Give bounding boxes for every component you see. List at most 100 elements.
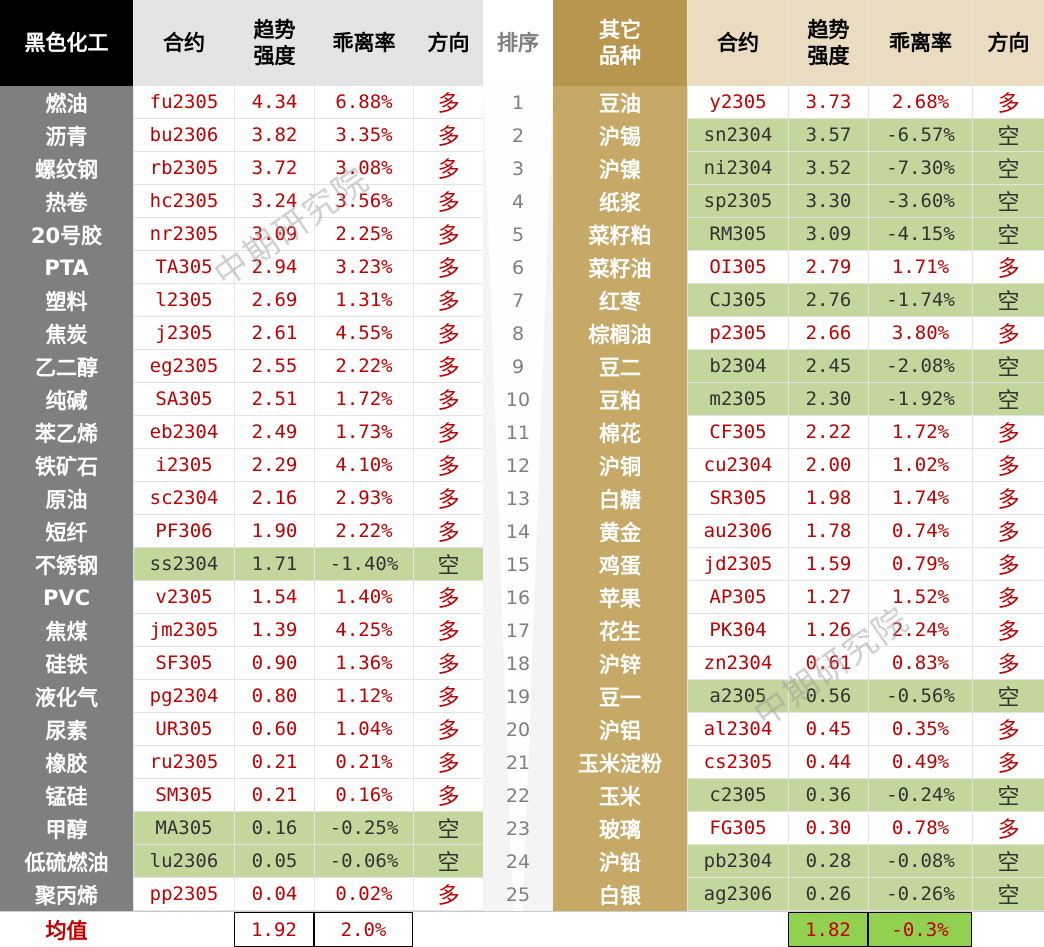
- rank-number: 24: [505, 850, 531, 873]
- right-row-dev: 0.78%: [869, 812, 972, 845]
- left-row-name: PVC: [42, 585, 91, 610]
- right-dev-column: 乖离率 2.68% -6.57% -7.30% -3.60% -4.15% 1.71% -1.…: [868, 0, 972, 946]
- left-dir-column: 方向多多多多多多多多多多多多多多空多多多多多多多空空多: [413, 0, 483, 946]
- rank-number: 18: [505, 652, 531, 675]
- left-row-trend: 0.80: [235, 680, 314, 713]
- right-row-dir: 多: [973, 812, 1044, 845]
- left-row-dir: 多: [414, 581, 483, 614]
- left-row-dev: 1.04%: [315, 713, 413, 746]
- average-label: 均值: [45, 918, 88, 943]
- right-row-contract: cu2304: [688, 449, 788, 482]
- right-row-dev: 0.83%: [869, 647, 972, 680]
- rank-number: 2: [511, 124, 525, 147]
- right-dir-header: 方向: [973, 0, 1044, 86]
- right-contract-header: 合约: [688, 0, 788, 86]
- right-row-dir: 多: [973, 482, 1044, 515]
- left-row-dev: 2.93%: [315, 482, 413, 515]
- left-row-name: 塑料: [45, 289, 88, 314]
- average-row: 均值 1.92 2.0% 1.82 -0.3%: [0, 911, 1044, 947]
- right-row-name: 苹果: [599, 586, 641, 611]
- right-row-name: 沪锌: [599, 652, 641, 677]
- left-row-trend: 0.90: [235, 647, 314, 680]
- left-row-dev: 3.35%: [315, 119, 413, 152]
- right-row-dev: 3.80%: [869, 317, 972, 350]
- left-row-dev: 1.40%: [315, 581, 413, 614]
- right-row-contract: zn2304: [688, 647, 788, 680]
- left-row-contract: sc2304: [134, 482, 234, 515]
- right-row-contract: cs2305: [688, 746, 788, 779]
- rank-number: 13: [505, 487, 531, 510]
- left-row-dev: 0.21%: [315, 746, 413, 779]
- right-row-contract: au2306: [688, 515, 788, 548]
- right-row-trend: 2.30: [789, 383, 868, 416]
- rank-number: 11: [505, 421, 531, 444]
- left-row-dir: 多: [414, 185, 483, 218]
- rank-number: 21: [505, 751, 531, 774]
- right-row-dir: 多: [973, 251, 1044, 284]
- right-row-trend: 0.56: [789, 680, 868, 713]
- left-row-contract: SA305: [134, 383, 234, 416]
- right-row-dir: 多: [973, 548, 1044, 581]
- rank-column: 排序 1 2 3 4 5 6 7 8 9 10 11 12 13 14 15 16 17 18 19 20 21 22 23 2…: [483, 0, 553, 946]
- right-row-dir: 空: [973, 680, 1044, 713]
- right-row-trend: 3.52: [789, 152, 868, 185]
- right-trend-header: 趋势 强度: [789, 0, 868, 86]
- right-row-name: 白银: [599, 883, 641, 908]
- left-row-dir: 多: [414, 350, 483, 383]
- left-row-dir: 多: [414, 251, 483, 284]
- right-dev-header: 乖离率: [869, 0, 972, 86]
- right-row-trend: 2.45: [789, 350, 868, 383]
- right-row-dev: 1.74%: [869, 482, 972, 515]
- left-row-dev: 1.72%: [315, 383, 413, 416]
- left-row-name: 热卷: [45, 190, 88, 215]
- right-row-trend: 1.78: [789, 515, 868, 548]
- left-row-dir: 多: [414, 218, 483, 251]
- left-row-trend: 1.90: [235, 515, 314, 548]
- left-row-name: 硅铁: [45, 652, 88, 677]
- right-name-header: 其它 品种: [553, 0, 687, 86]
- right-row-dev: -2.08%: [869, 350, 972, 383]
- left-row-dev: 0.16%: [315, 779, 413, 812]
- left-row-name: 甲醇: [45, 817, 88, 842]
- left-row-dir: 多: [414, 647, 483, 680]
- right-row-dev: -0.24%: [869, 779, 972, 812]
- right-row-trend: 2.76: [789, 284, 868, 317]
- left-row-contract: nr2305: [134, 218, 234, 251]
- right-row-name: 黄金: [599, 520, 641, 545]
- right-row-dir: 空: [973, 119, 1044, 152]
- right-row-name: 沪镍: [599, 157, 641, 182]
- right-row-trend: 2.66: [789, 317, 868, 350]
- right-row-name: 菜籽粕: [588, 223, 652, 248]
- left-row-trend: 2.69: [235, 284, 314, 317]
- left-row-dir: 多: [414, 779, 483, 812]
- right-row-name: 玻璃: [599, 817, 641, 842]
- right-row-dir: 空: [973, 779, 1044, 812]
- left-row-contract: jm2305: [134, 614, 234, 647]
- right-row-contract: CJ305: [688, 284, 788, 317]
- right-contract-column: 合约 y2305 sn2304 ni2304 sp2305 RM305 OI305 CJ305…: [687, 0, 788, 946]
- right-row-dev: 0.74%: [869, 515, 972, 548]
- rank-number: 5: [511, 223, 525, 246]
- right-row-trend: 1.27: [789, 581, 868, 614]
- right-row-dir: 多: [973, 416, 1044, 449]
- left-row-dev: -0.06%: [315, 845, 413, 878]
- rank-number: 7: [511, 289, 525, 312]
- right-row-contract: AP305: [688, 581, 788, 614]
- left-row-name: 20号胶: [30, 223, 103, 248]
- right-row-dir: 多: [973, 86, 1044, 119]
- left-row-name: 螺纹钢: [35, 157, 98, 182]
- left-row-contract: ss2304: [134, 548, 234, 581]
- left-row-contract: pp2305: [134, 878, 234, 911]
- left-average-dev: 2.0%: [314, 912, 413, 947]
- left-row-name: 铁矿石: [35, 454, 98, 479]
- left-row-trend: 2.51: [235, 383, 314, 416]
- right-row-dev: -7.30%: [869, 152, 972, 185]
- left-row-contract: UR305: [134, 713, 234, 746]
- left-row-contract: fu2305: [134, 86, 234, 119]
- right-row-dev: 1.02%: [869, 449, 972, 482]
- left-row-name: 苯乙烯: [35, 421, 98, 446]
- left-row-dev: 6.88%: [315, 86, 413, 119]
- right-row-contract: c2305: [688, 779, 788, 812]
- right-row-name: 鸡蛋: [599, 553, 641, 578]
- left-name-header: 黑色化工: [0, 0, 133, 86]
